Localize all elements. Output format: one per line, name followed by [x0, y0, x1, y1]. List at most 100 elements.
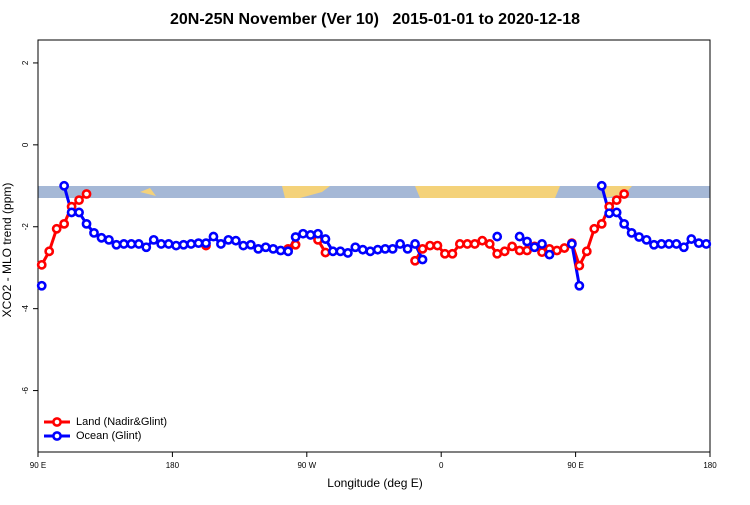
data-point	[148, 234, 159, 245]
data-point	[596, 218, 607, 229]
x-tick-label: 180	[166, 461, 180, 470]
data-point	[96, 232, 107, 243]
data-point	[425, 240, 435, 251]
data-point	[387, 243, 398, 254]
data-point	[454, 239, 465, 249]
x-tick-label: 90 E	[567, 461, 583, 470]
data-point	[357, 244, 368, 255]
data-point	[417, 254, 428, 265]
data-point	[59, 180, 70, 191]
data-point	[581, 246, 592, 257]
chart-title: 20N-25N November (Ver 10) 2015-01-01 to …	[170, 11, 580, 28]
y-tick-label: -2	[21, 223, 30, 231]
data-point	[223, 234, 234, 245]
data-point	[596, 180, 607, 191]
y-tick-label: -4	[21, 305, 30, 313]
data-point	[36, 259, 47, 270]
data-point	[126, 239, 137, 249]
data-point	[290, 232, 301, 242]
x-axis-label: Longitude (deg E)	[327, 476, 422, 490]
data-point	[283, 246, 294, 257]
data-point	[230, 235, 241, 246]
legend-label: Land (Nadir&Glint)	[76, 416, 167, 428]
data-point	[686, 234, 697, 244]
data-point	[328, 246, 338, 257]
y-tick-label: 2	[21, 60, 30, 65]
data-point	[611, 207, 622, 218]
data-point	[260, 242, 271, 253]
data-point	[537, 239, 547, 249]
data-point	[81, 218, 92, 229]
data-point	[395, 239, 406, 249]
data-point	[74, 195, 84, 206]
data-point	[693, 238, 704, 249]
data-point	[335, 246, 346, 257]
data-point	[574, 260, 585, 271]
data-point	[649, 239, 659, 250]
data-point	[522, 236, 532, 247]
data-point	[432, 240, 443, 251]
legend-marker	[52, 417, 62, 427]
data-point	[574, 280, 585, 291]
data-point	[268, 243, 279, 254]
data-point	[514, 231, 525, 242]
data-point	[372, 244, 383, 255]
data-point	[417, 243, 428, 254]
data-point	[410, 255, 420, 266]
data-point	[104, 234, 114, 245]
data-point	[66, 207, 77, 218]
data-point	[514, 245, 525, 256]
data-point	[245, 239, 256, 250]
data-point	[484, 239, 495, 249]
data-point	[201, 238, 211, 249]
data-point	[350, 242, 361, 253]
data-point	[566, 239, 577, 249]
x-tick-label: 90 W	[297, 461, 316, 470]
data-point	[589, 223, 600, 234]
data-point	[626, 227, 637, 238]
y-axis-label: XCO2 - MLO trend (ppm)	[0, 183, 14, 318]
legend-label: Ocean (Glint)	[76, 430, 141, 442]
data-point	[678, 242, 689, 253]
data-point	[44, 246, 55, 257]
data-point	[313, 228, 323, 239]
data-point	[290, 239, 301, 250]
data-point	[671, 239, 682, 249]
data-point	[552, 245, 562, 256]
data-point	[611, 195, 622, 206]
data-point	[410, 239, 420, 249]
data-point	[171, 240, 182, 251]
data-point	[380, 243, 391, 254]
data-point	[141, 242, 152, 253]
data-point	[664, 239, 674, 249]
data-point	[559, 243, 570, 253]
series-line	[62, 185, 707, 286]
data-point	[440, 248, 450, 259]
data-point	[275, 245, 286, 256]
x-tick-label: 90 E	[30, 461, 46, 470]
data-point	[462, 239, 473, 249]
data-point	[619, 218, 630, 229]
legend-marker	[52, 431, 62, 441]
data-point	[537, 247, 547, 258]
data-point	[238, 240, 249, 251]
data-point	[111, 239, 122, 250]
data-point	[59, 218, 70, 229]
data-point	[36, 280, 47, 291]
data-point	[365, 246, 376, 257]
data-point	[186, 239, 196, 249]
data-point	[701, 239, 712, 249]
y-tick-label: 0	[21, 142, 30, 147]
y-tick-label: -6	[21, 386, 30, 394]
data-point	[81, 189, 92, 199]
x-tick-label: 180	[703, 461, 717, 470]
data-point	[74, 207, 84, 218]
data-point	[193, 238, 204, 249]
data-point	[118, 239, 129, 249]
x-tick-label: 0	[439, 461, 444, 470]
data-point	[522, 245, 532, 256]
data-point	[492, 231, 503, 242]
data-point	[253, 243, 264, 254]
data-point	[641, 234, 652, 245]
